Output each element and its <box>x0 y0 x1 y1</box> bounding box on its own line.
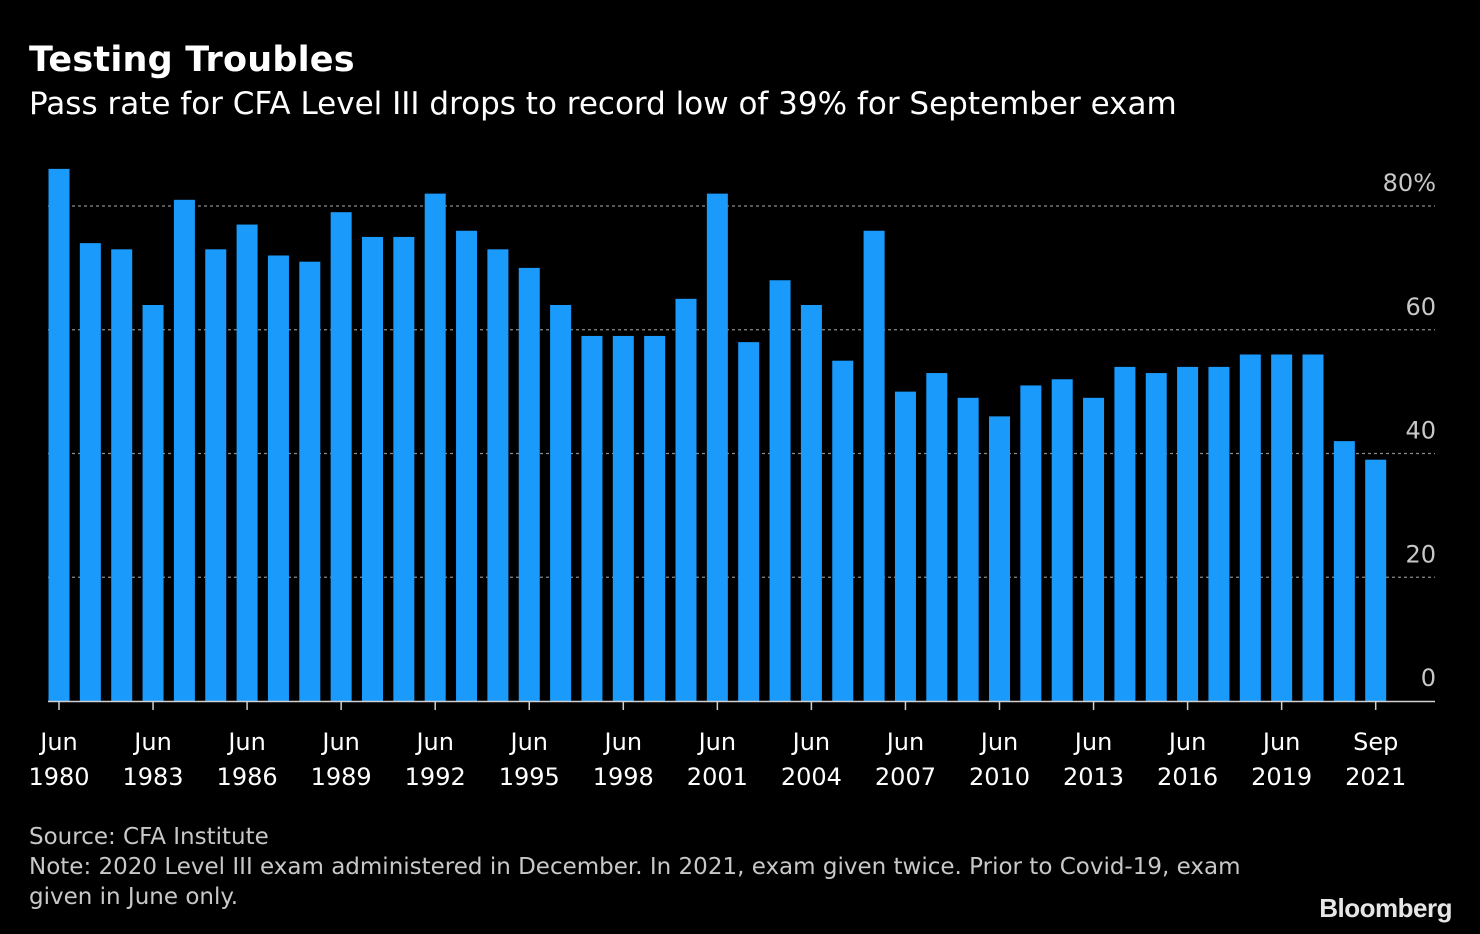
x-tick-label-month: Jun <box>509 728 549 756</box>
chart-title: Testing Troubles <box>29 40 355 80</box>
bar-jun-2019 <box>1271 354 1293 701</box>
bar-sep-2021 <box>1365 459 1387 701</box>
bar-dec-2020 <box>1302 354 1324 701</box>
bar-jun-2007 <box>894 391 916 702</box>
bar-jun-2002 <box>738 342 760 702</box>
y-tick-label-0: 0 <box>1421 664 1436 692</box>
x-tick-label-year: 2010 <box>969 763 1030 791</box>
y-tick-label-40: 40 <box>1405 417 1436 445</box>
bar-jun-1999 <box>644 335 666 701</box>
bar-jun-1992 <box>424 193 446 702</box>
bar-jun-2014 <box>1114 366 1136 702</box>
bar-jun-1986 <box>236 224 258 701</box>
bar-jun-2010 <box>989 416 1010 702</box>
bar-jun-2003 <box>769 280 791 701</box>
x-tick-label-year: 1986 <box>217 763 278 791</box>
y-tick-label-80: 80% <box>1383 169 1436 197</box>
footnote: Note: 2020 Level III exam administered i… <box>29 854 1248 910</box>
x-tick-label-year: 2019 <box>1251 763 1312 791</box>
x-tick-label-year: 2007 <box>875 763 936 791</box>
bar-jun-1989 <box>330 212 352 701</box>
x-tick-label-month: Sep <box>1353 728 1398 756</box>
x-tick-label-year: 2004 <box>781 763 842 791</box>
bar-jun-1988 <box>299 261 321 701</box>
bar-jun-2011 <box>1020 385 1042 701</box>
y-tick-label-20: 20 <box>1405 540 1436 568</box>
x-tick-label-month: Jun <box>1167 728 1207 756</box>
bar-jun-2000 <box>675 298 697 701</box>
x-tick-label-year: 1998 <box>593 763 654 791</box>
bar-jun-2006 <box>863 230 885 701</box>
bar-jun-2018 <box>1239 354 1261 701</box>
x-tick-label-month: Jun <box>414 728 454 756</box>
x-tick-label-month: Jun <box>226 728 266 756</box>
bar-jun-1983 <box>142 305 164 701</box>
x-tick-label-year: 1992 <box>405 763 466 791</box>
bar-jun-2017 <box>1208 366 1230 702</box>
x-tick-label-year: 2021 <box>1345 763 1406 791</box>
bar-jun-2004 <box>800 305 822 701</box>
bar-jun-1984 <box>173 199 195 701</box>
bar-jun-1997 <box>581 335 603 701</box>
bar-jun-1981 <box>79 243 101 702</box>
x-tick-label-year: 2013 <box>1063 763 1124 791</box>
bloomberg-logo: Bloomberg <box>1319 893 1452 923</box>
chart-footer: Source: CFA Institute Note: 2020 Level I… <box>29 822 1269 912</box>
bar-jun-1990 <box>362 236 383 701</box>
source-note: Source: CFA Institute <box>29 824 269 850</box>
x-tick-label-month: Jun <box>979 728 1019 756</box>
bar-jun-2009 <box>957 397 979 701</box>
x-tick-label-month: Jun <box>132 728 172 756</box>
bar-jun-1980 <box>48 168 70 702</box>
bar-jun-2005 <box>832 360 854 701</box>
bar-jun-1993 <box>456 230 478 701</box>
bar-may-2021 <box>1333 441 1355 702</box>
x-tick-label-month: Jun <box>885 728 925 756</box>
x-tick-label-month: Jun <box>1261 728 1301 756</box>
x-tick-label-year: 2016 <box>1157 763 1218 791</box>
y-axis-labels: 0 20 40 60 80% <box>1383 169 1436 692</box>
bar-jun-1994 <box>487 249 509 701</box>
x-tick-label-month: Jun <box>697 728 737 756</box>
x-tick-label-year: 1989 <box>311 763 372 791</box>
x-tick-label-year: 1995 <box>499 763 560 791</box>
bar-jun-2013 <box>1083 397 1105 701</box>
x-tick-label-month: Jun <box>791 728 831 756</box>
bar-jun-1996 <box>550 305 572 701</box>
x-tick-label-month: Jun <box>603 728 643 756</box>
bar-jun-2008 <box>926 373 948 701</box>
bar-jun-1998 <box>612 335 634 701</box>
bars <box>48 168 1387 702</box>
bar-jun-2012 <box>1051 379 1073 701</box>
bar-jun-1987 <box>267 255 289 701</box>
x-tick-label-year: 1980 <box>28 763 89 791</box>
bar-jun-2001 <box>706 193 728 702</box>
x-tick-label-year: 2001 <box>687 763 748 791</box>
bar-jun-1982 <box>111 249 133 701</box>
x-tick-label-month: Jun <box>320 728 360 756</box>
bar-jun-2016 <box>1177 366 1199 702</box>
x-tick-label-year: 1983 <box>123 763 184 791</box>
bar-jun-1985 <box>205 249 227 701</box>
chart-subtitle: Pass rate for CFA Level III drops to rec… <box>29 86 1177 122</box>
bar-jun-1991 <box>393 236 415 701</box>
bar-jun-1995 <box>518 267 540 702</box>
y-tick-label-60: 60 <box>1405 293 1436 321</box>
bar-jun-2015 <box>1145 373 1167 701</box>
x-axis: Jun 1980 Jun 1983 Jun 1986 Jun 1989 Jun 1992 Jun 19… <box>28 700 1435 791</box>
x-tick-label-month: Jun <box>1073 728 1113 756</box>
x-tick-label-month: Jun <box>38 728 78 756</box>
